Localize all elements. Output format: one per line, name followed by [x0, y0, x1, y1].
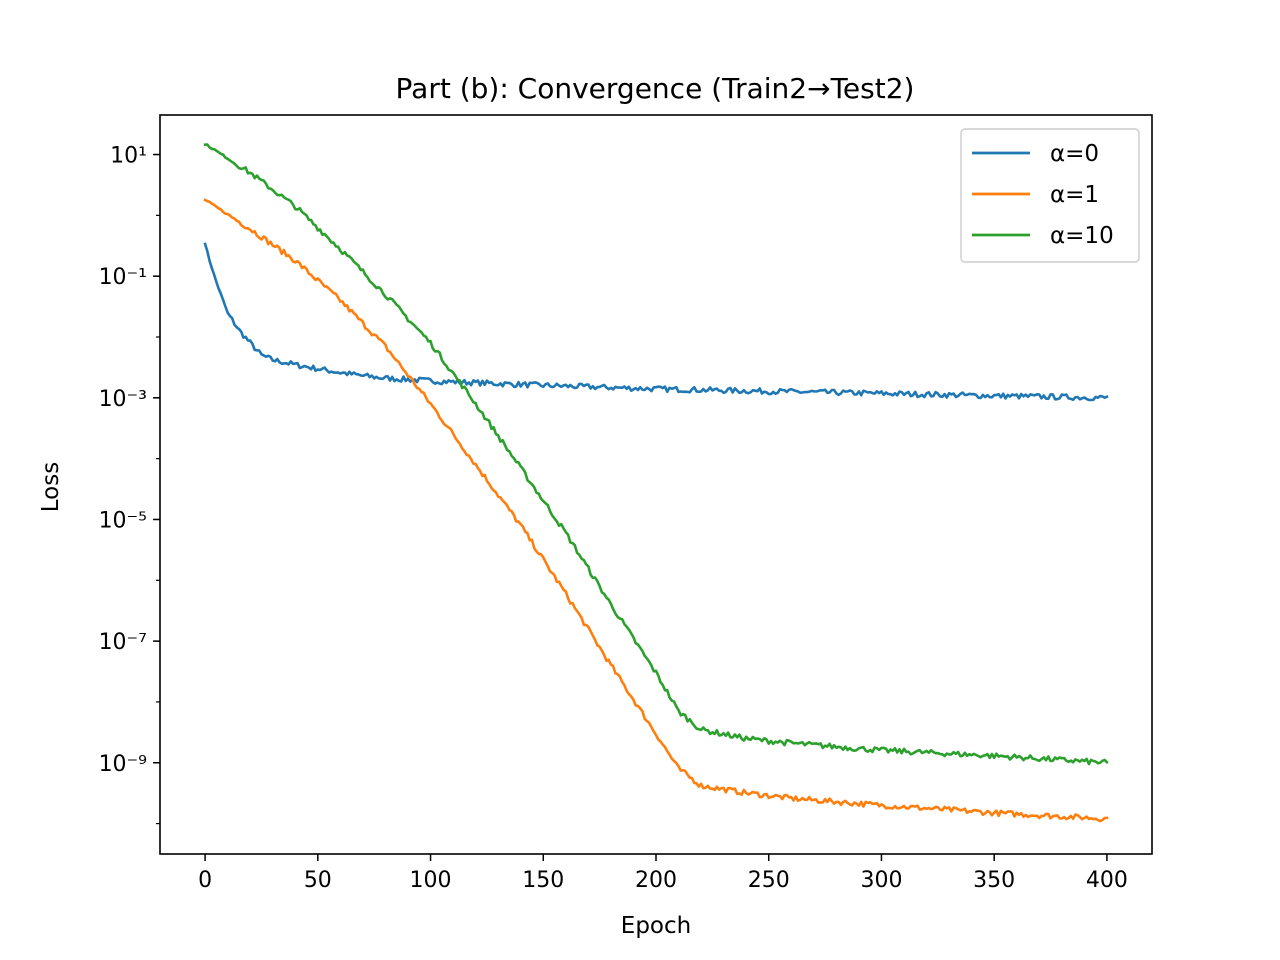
x-axis-ticks: 0 50 100 150 200 250 300 350 400	[198, 854, 1128, 893]
series-line-1	[203, 198, 1109, 823]
x-tick-label: 200	[635, 868, 677, 893]
legend-label-0: α=0	[1050, 141, 1099, 167]
x-tick-label: 400	[1086, 868, 1128, 893]
chart-title: Part (b): Convergence (Train2→Test2)	[396, 72, 915, 105]
y-tick-label: 10⁻⁵	[99, 508, 147, 533]
y-tick-label: 10⁻⁹	[99, 752, 147, 777]
x-tick-label: 150	[522, 868, 564, 893]
y-tick-label: 10⁻¹	[99, 265, 147, 290]
y-axis-ticks: 10¹ 10⁻¹ 10⁻³ 10⁻⁵ 10⁻⁷ 10⁻⁹	[99, 144, 160, 825]
series-line-2	[203, 143, 1109, 766]
y-tick-label: 10⁻³	[99, 387, 147, 412]
series-layer	[203, 143, 1109, 823]
legend-box	[960, 128, 1140, 263]
series-line-0	[203, 242, 1109, 402]
x-tick-label: 250	[748, 868, 790, 893]
x-tick-label: 300	[860, 868, 902, 893]
y-axis-label: Loss	[38, 462, 64, 512]
x-tick-label: 0	[198, 868, 212, 893]
legend: α=0 α=1 α=10	[960, 128, 1140, 263]
x-tick-label: 50	[304, 868, 332, 893]
y-tick-label: 10⁻⁷	[99, 630, 147, 655]
legend-label-2: α=10	[1050, 223, 1114, 249]
x-axis-label: Epoch	[621, 913, 691, 939]
x-tick-label: 350	[973, 868, 1015, 893]
y-tick-label: 10¹	[110, 144, 147, 169]
legend-label-1: α=1	[1050, 182, 1099, 208]
x-tick-label: 100	[410, 868, 452, 893]
